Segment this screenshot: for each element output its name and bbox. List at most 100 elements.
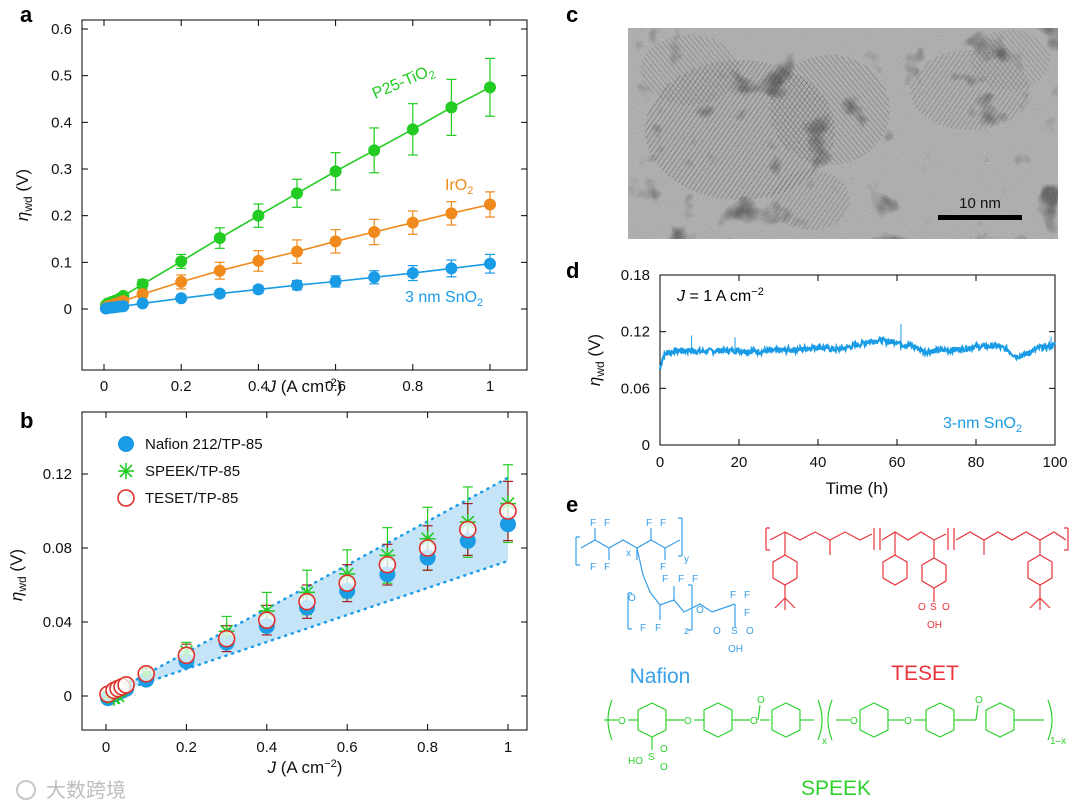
y-tick-label: 0 — [64, 688, 72, 705]
annotation-iro2: IrO2 — [445, 177, 473, 197]
watermark-text: 大数跨境 — [46, 778, 126, 802]
data-point — [406, 216, 419, 229]
data-point — [213, 287, 226, 300]
svg-text:OH: OH — [927, 620, 942, 631]
nafion-label: Nafion — [630, 665, 691, 688]
nafion-atom-labels: F F F F F F F x y O F F F F F z O F F F … — [590, 518, 754, 655]
x-tick-label: 1 — [504, 739, 512, 756]
data-point — [484, 257, 496, 270]
svg-text:F: F — [660, 562, 666, 573]
data-point — [329, 275, 342, 288]
svg-text:F: F — [744, 608, 750, 619]
svg-text:O: O — [942, 602, 950, 613]
y-tick-label: 0.2 — [51, 208, 72, 225]
legend-marker-teset — [117, 489, 135, 507]
y-tick-label: 0.6 — [51, 21, 72, 38]
series-teset-tp-85 — [99, 502, 517, 703]
panel-d: d 0 0.06 0.12 0.18 0 20 40 60 80 100 Time (h) ηw… — [566, 258, 1068, 498]
data-point — [213, 232, 226, 245]
series-line-3-nm-sno2 — [658, 336, 1057, 370]
y-tick-label: 0.18 — [621, 267, 650, 284]
x-tick-label: 0.6 — [325, 378, 346, 395]
teset-atom-labels: S O O OH — [918, 602, 950, 631]
svg-text:F: F — [604, 518, 610, 529]
x-tick-label: 100 — [1042, 454, 1067, 471]
annotation-p25-tio2: P25-TiO2 — [370, 62, 438, 106]
svg-text:x: x — [626, 548, 631, 559]
svg-text:S: S — [648, 752, 655, 763]
panel-label-e: e — [566, 492, 578, 517]
data-point — [445, 262, 458, 275]
x-tick-label: 1 — [486, 378, 494, 395]
data-point — [338, 574, 357, 592]
series-group-a — [99, 57, 496, 315]
data-point — [117, 300, 130, 313]
svg-text:x: x — [822, 736, 827, 747]
y-tick-label: 0.04 — [43, 614, 72, 631]
x-tick-label: 0 — [102, 739, 110, 756]
panel-b: b 0 0.04 0.08 0.12 0 0.2 0.4 0.6 0.8 1 J (A cm−2… — [7, 408, 528, 777]
data-point — [217, 629, 236, 648]
data-point — [175, 275, 188, 288]
data-point — [406, 123, 419, 136]
y-tick-label: 0.12 — [621, 324, 650, 341]
data-point — [500, 516, 516, 533]
legend-b: Nafion 212/TP-85 SPEEK/TP-85 TESET/TP-85 — [117, 436, 263, 507]
svg-text:F: F — [692, 574, 698, 585]
x-tick-label: 60 — [889, 454, 906, 471]
data-point — [298, 592, 316, 611]
data-point — [378, 555, 397, 574]
y-axis-d: 0 0.06 0.12 0.18 — [621, 267, 1055, 454]
data-point — [136, 297, 149, 310]
data-point — [368, 226, 381, 238]
panel-label-a: a — [20, 2, 33, 27]
data-point — [368, 271, 381, 284]
speek-structure — [604, 699, 1053, 750]
svg-text:1–x: 1–x — [1050, 736, 1066, 747]
panel-label-d: d — [566, 258, 579, 283]
panel-e: e F F F F F F F x y O F F — [566, 492, 1069, 800]
svg-text:z: z — [684, 626, 689, 637]
svg-text:O: O — [746, 626, 754, 637]
svg-text:F: F — [662, 574, 668, 585]
svg-text:F: F — [590, 518, 596, 529]
data-point — [329, 235, 342, 248]
svg-text:F: F — [730, 590, 736, 601]
x-axis-label-a: J (A cm−2) — [267, 377, 343, 396]
svg-text:F: F — [660, 518, 666, 529]
y-tick-label: 0.3 — [51, 161, 72, 178]
y-axis-a: 0 0.1 0.2 0.3 0.4 0.5 0.6 — [51, 21, 527, 318]
data-point — [484, 81, 496, 94]
y-tick-label: 0.06 — [621, 380, 650, 397]
data-point — [458, 520, 477, 539]
panel-c: c 10 nm — [566, 2, 1058, 239]
x-tick-label: 0.6 — [337, 739, 358, 756]
annotation-current-density: J = 1 A cm−2 — [676, 286, 764, 305]
svg-text:O: O — [713, 626, 721, 637]
y-tick-label: 0.5 — [51, 68, 72, 85]
series-group-d — [658, 324, 1057, 370]
data-point — [406, 267, 419, 280]
series-group-b — [99, 464, 517, 707]
data-point — [445, 101, 458, 114]
scale-bar-label: 10 nm — [959, 195, 1001, 212]
legend-marker-speek — [118, 463, 134, 479]
teset-structure — [765, 527, 1069, 610]
svg-text:F: F — [590, 562, 596, 573]
x-axis-b: 0 0.2 0.4 0.6 0.8 1 — [102, 412, 512, 756]
data-point — [137, 664, 155, 683]
x-tick-label: 0.8 — [402, 378, 423, 395]
legend-marker-nafion — [118, 436, 134, 452]
band-lower-edge — [104, 559, 510, 698]
svg-text:O: O — [757, 695, 765, 706]
data-point — [213, 264, 226, 277]
svg-text:O: O — [684, 716, 692, 727]
x-axis-label-d: Time (h) — [826, 479, 889, 498]
annotation-sno2: 3 nm SnO2 — [405, 289, 483, 309]
data-point — [177, 646, 196, 665]
x-tick-label: 0.4 — [248, 378, 269, 395]
data-point — [445, 207, 458, 220]
x-tick-label: 0 — [100, 378, 108, 395]
confidence-band-b — [104, 476, 510, 698]
x-tick-label: 0.2 — [171, 378, 192, 395]
